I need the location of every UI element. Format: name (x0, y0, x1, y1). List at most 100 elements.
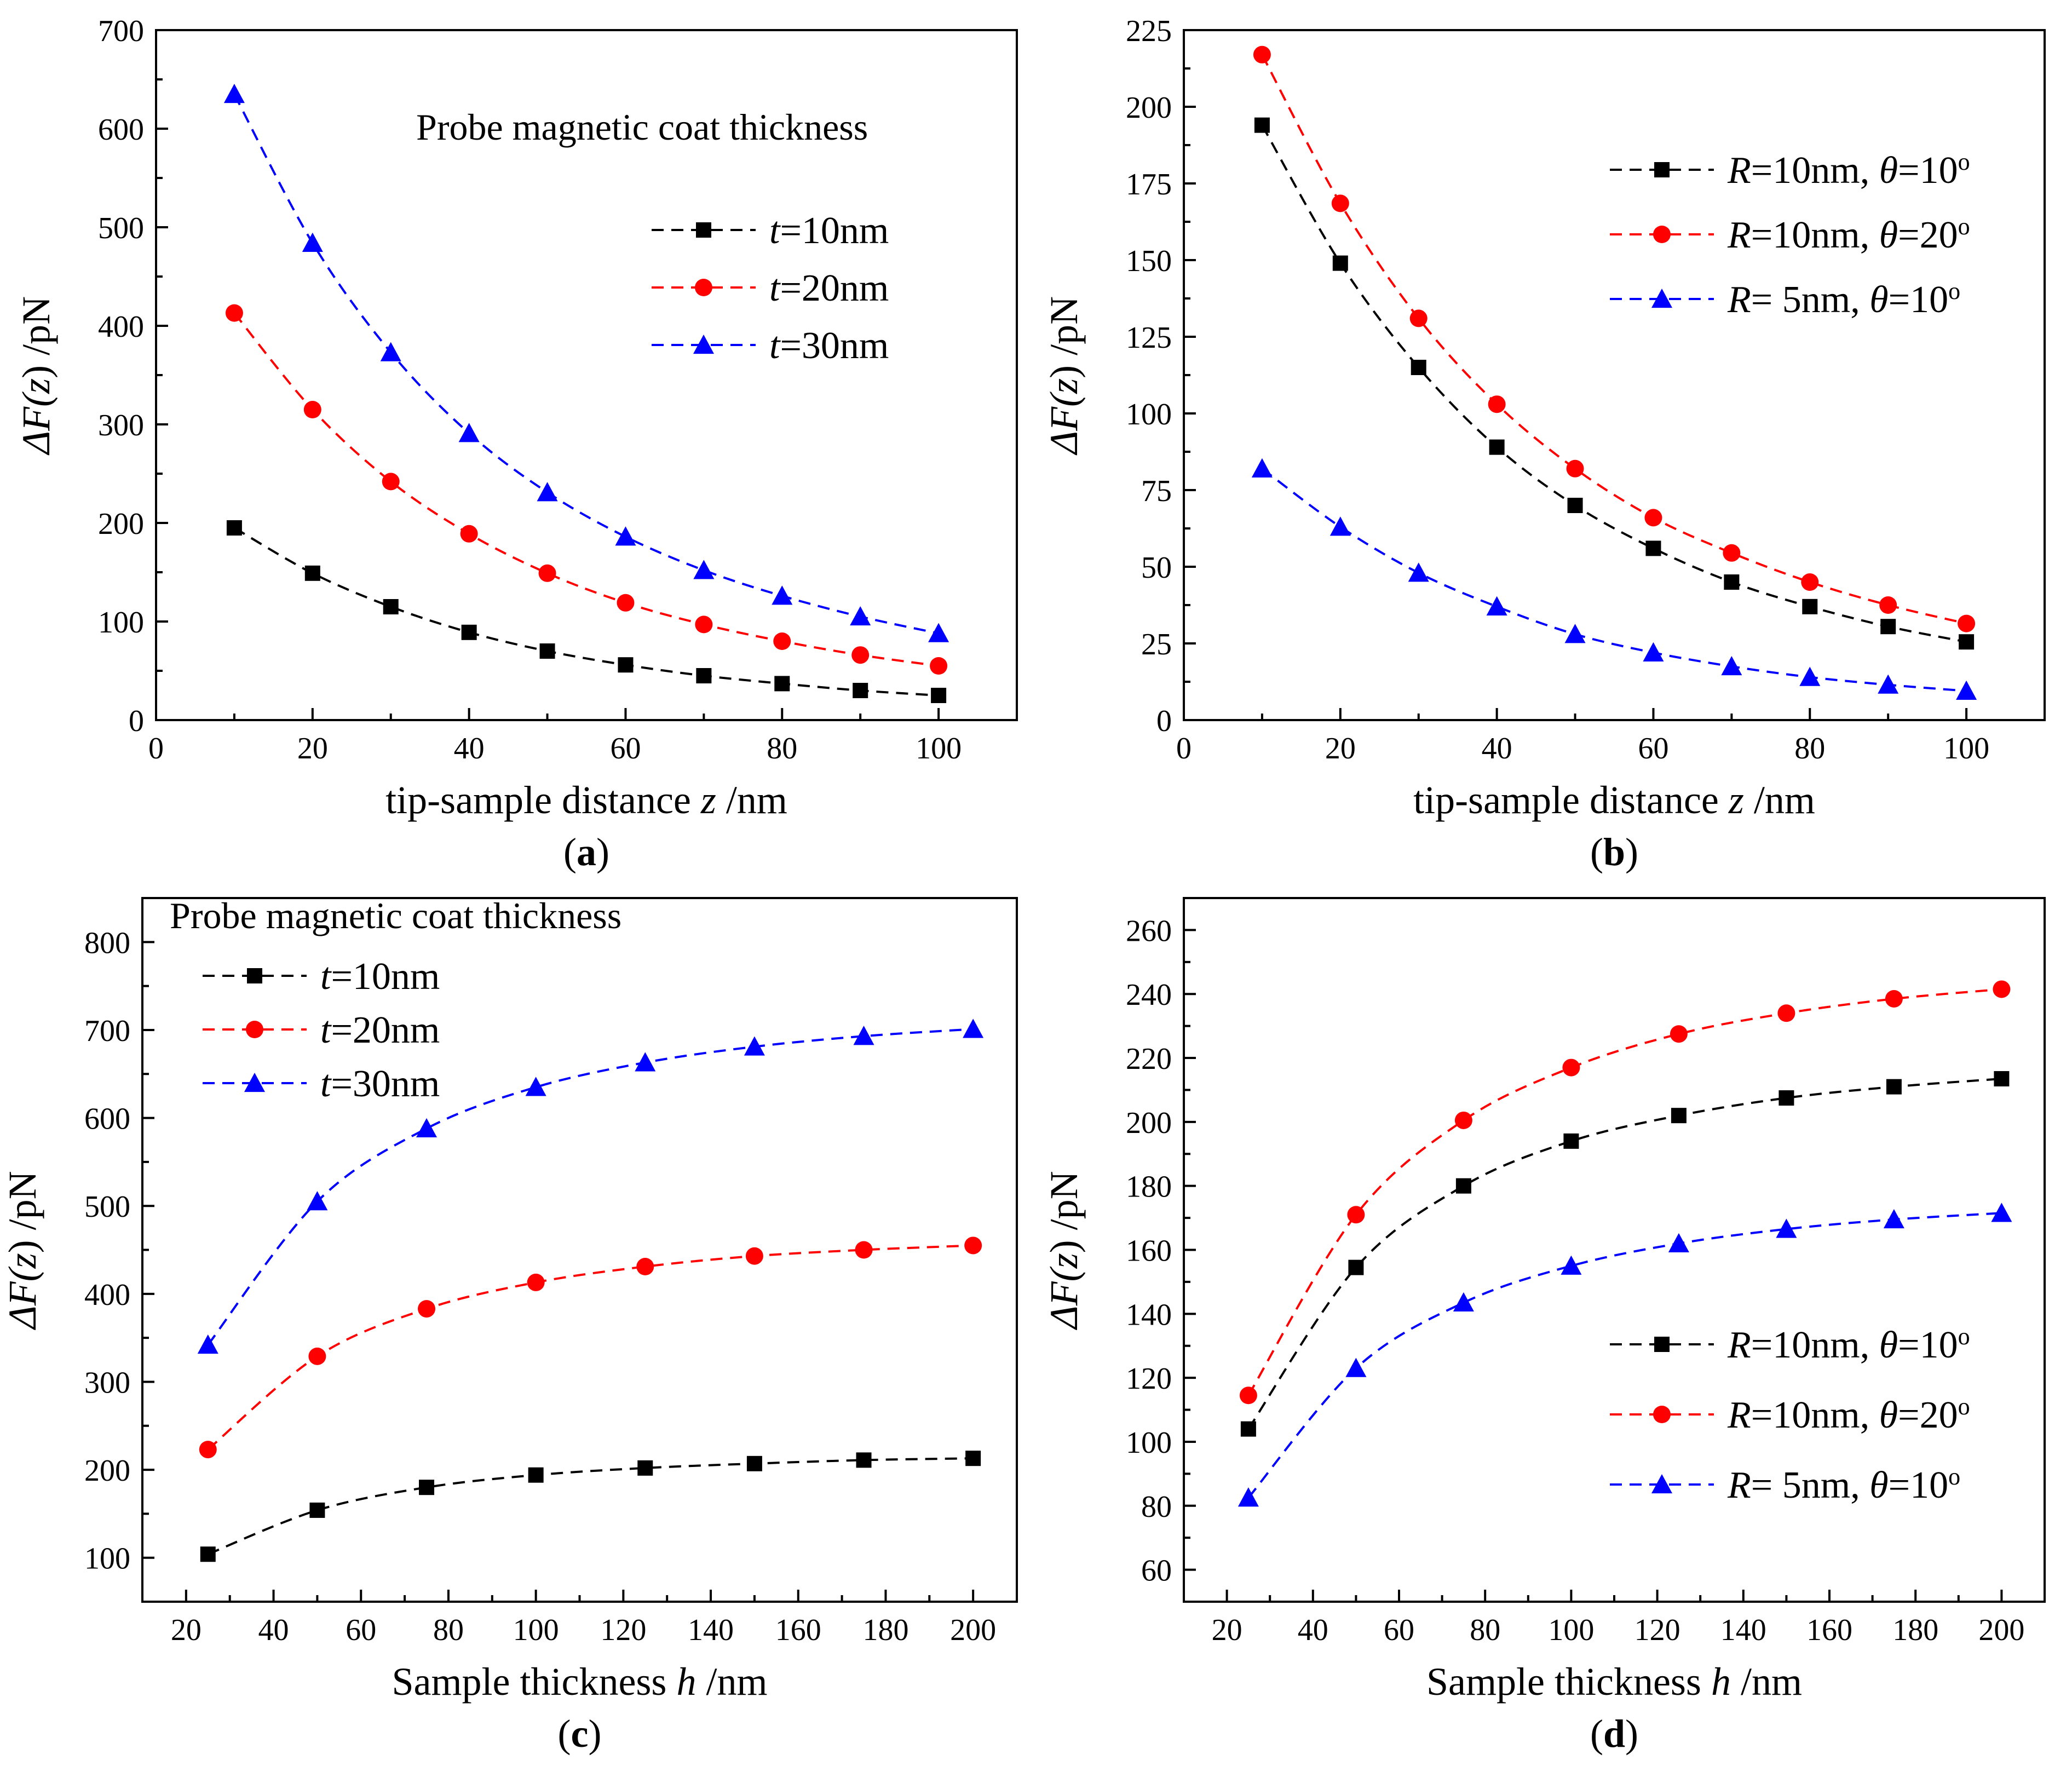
data-point (1329, 516, 1351, 536)
legend-title: Probe magnetic coat thickness (416, 106, 868, 148)
data-point (850, 606, 871, 626)
series-line (1261, 54, 1967, 625)
data-point (419, 1480, 435, 1495)
data-point (1671, 1108, 1687, 1124)
data-point (538, 564, 556, 582)
y-tick-label: 260 (1126, 914, 1172, 948)
data-point (1645, 540, 1661, 556)
y-tick-label: 200 (1126, 1106, 1172, 1140)
y-axis-title: ΔF(z) /pN (1042, 296, 1086, 456)
data-point (461, 624, 477, 640)
x-tick-label: 40 (454, 732, 485, 766)
y-tick-label: 100 (98, 606, 144, 640)
data-point (1486, 596, 1507, 615)
data-point (744, 1036, 765, 1056)
x-tick-label: 120 (1634, 1613, 1680, 1647)
x-tick-label: 60 (1384, 1613, 1414, 1647)
chart-panel-a: 0 20 40 60 80 100 0 100 200 300 400 500 600 700 tip-sa… (14, 14, 1018, 874)
y-tick-label: 500 (98, 211, 144, 245)
data-point (225, 304, 243, 322)
x-tick-label: 200 (1978, 1613, 2024, 1647)
data-point (773, 632, 791, 650)
y-tick-label: 600 (84, 1102, 130, 1136)
data-point (1453, 1292, 1474, 1312)
legend-marker (1651, 1474, 1672, 1494)
y-tick-label: 25 (1141, 628, 1172, 661)
data-point (383, 599, 399, 614)
data-point (304, 565, 320, 581)
legend-label: R=10nm, θ=10o (1727, 1323, 1970, 1367)
legend-label: t=10nm (320, 956, 440, 998)
x-tick-label: 180 (1892, 1613, 1938, 1647)
data-point (525, 1077, 546, 1096)
legend-marker (1654, 162, 1670, 177)
y-tick-label: 0 (129, 704, 144, 738)
data-point (1643, 642, 1664, 661)
data-point (197, 1334, 218, 1354)
data-point (1348, 1259, 1364, 1275)
data-point (1885, 989, 1903, 1008)
data-point (635, 1052, 656, 1072)
y-tick-label: 125 (1126, 321, 1172, 355)
x-axis-title: Sample thickness h /nm (1426, 1660, 1802, 1704)
plot-frame (141, 897, 1018, 1603)
legend-marker (693, 335, 714, 354)
y-tick-label: 220 (1126, 1042, 1172, 1076)
y-axis-title: ΔF(z) /pN (1042, 1171, 1086, 1330)
series-line (208, 1457, 974, 1556)
data-point (1488, 395, 1506, 413)
data-point (1331, 194, 1349, 212)
data-point (226, 520, 242, 536)
legend-marker (244, 1073, 265, 1092)
legend-title: Probe magnetic coat thickness (170, 895, 621, 936)
y-tick-label: 225 (1126, 14, 1172, 48)
data-point (1779, 1090, 1794, 1106)
legend-marker (247, 968, 262, 983)
data-point (309, 1502, 325, 1518)
y-tick-label: 100 (1126, 1426, 1172, 1460)
x-tick-label: 100 (916, 732, 962, 766)
data-point (931, 688, 947, 703)
data-point (693, 560, 715, 579)
x-tick-label: 40 (1298, 1613, 1328, 1647)
x-tick-label: 140 (688, 1613, 734, 1647)
legend-label: t=30nm (769, 325, 889, 367)
data-point (1489, 439, 1505, 455)
data-point (964, 1236, 982, 1255)
x-tick-label: 60 (610, 732, 641, 766)
x-tick-label: 200 (950, 1613, 996, 1647)
data-point (1345, 1357, 1367, 1377)
series-1 (226, 520, 947, 703)
data-point (1994, 1071, 2010, 1087)
data-point (1958, 614, 1976, 632)
x-tick-label: 40 (258, 1613, 289, 1647)
data-point (1724, 574, 1740, 590)
legend: t=10nm t=20nm t=30nm (652, 210, 889, 367)
y-tick-label: 200 (84, 1454, 130, 1488)
data-point (774, 676, 790, 692)
y-axis-title: ΔF(z) /pN (14, 296, 58, 456)
data-point (1777, 1004, 1795, 1022)
legend-label: t=30nm (320, 1063, 440, 1105)
data-point (1455, 1178, 1471, 1194)
y-tick-label: 500 (84, 1190, 130, 1224)
data-point (1408, 562, 1429, 582)
data-point (528, 1467, 544, 1483)
data-point (199, 1441, 217, 1459)
data-point (1956, 680, 1977, 700)
legend-marker (696, 222, 711, 238)
legend-marker (695, 279, 712, 296)
y-tick-label: 150 (1126, 244, 1172, 278)
chart-panel-d: 20 40 60 80 100 120 140 160 180 200 60 80 100 120 140 1… (1042, 897, 2046, 1756)
data-point (1670, 1025, 1688, 1043)
data-point (303, 401, 321, 418)
legend-marker (1653, 1406, 1671, 1423)
y-tick-label: 50 (1141, 551, 1172, 585)
series-2 (225, 304, 948, 675)
data-point (382, 473, 400, 491)
series-line (1261, 468, 1967, 692)
legend: R=10nm, θ=10o R=10nm, θ=20o R= 5nm, θ=10o (1610, 1323, 1970, 1506)
data-point (200, 1546, 216, 1562)
data-point (418, 1300, 436, 1318)
data-point (1567, 498, 1583, 513)
